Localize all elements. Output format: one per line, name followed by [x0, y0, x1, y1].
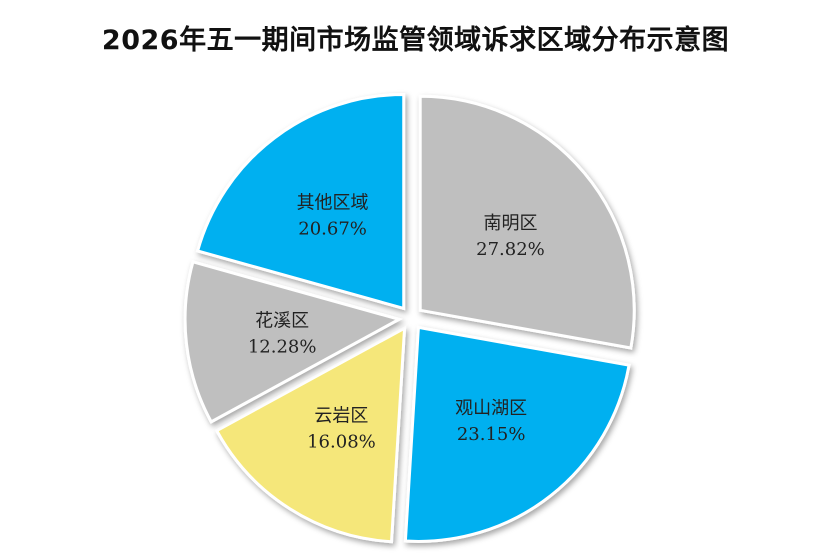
- slice-name-label: 其他区域: [297, 193, 369, 214]
- slice-name-label: 花溪区: [255, 311, 309, 332]
- slice-name-label: 观山湖区: [455, 398, 527, 419]
- slice-percent-label: 23.15%: [457, 424, 526, 445]
- pie-slice-3: [214, 325, 407, 544]
- pie-slice-4: [183, 260, 404, 424]
- pie-slices: [183, 92, 636, 544]
- pie-labels: 南明区 27.82% 观山湖区 23.15% 云岩区 16.08% 花溪区 12.28% 其他区…: [248, 193, 545, 453]
- slice-name-label: 南明区: [483, 213, 537, 234]
- slice-percent-label: 27.82%: [476, 239, 545, 260]
- slice-percent-label: 12.28%: [248, 337, 317, 358]
- chart-title: 2026年五一期间市场监管领域诉求区域分布示意图: [101, 25, 730, 56]
- pie-slice-5: [195, 92, 406, 311]
- slice-percent-label: 20.67%: [298, 219, 367, 240]
- slice-name-label: 云岩区: [314, 405, 368, 426]
- pie-slice-1: [418, 94, 636, 350]
- pie-slice-2: [403, 325, 631, 543]
- slice-percent-label: 16.08%: [307, 431, 376, 452]
